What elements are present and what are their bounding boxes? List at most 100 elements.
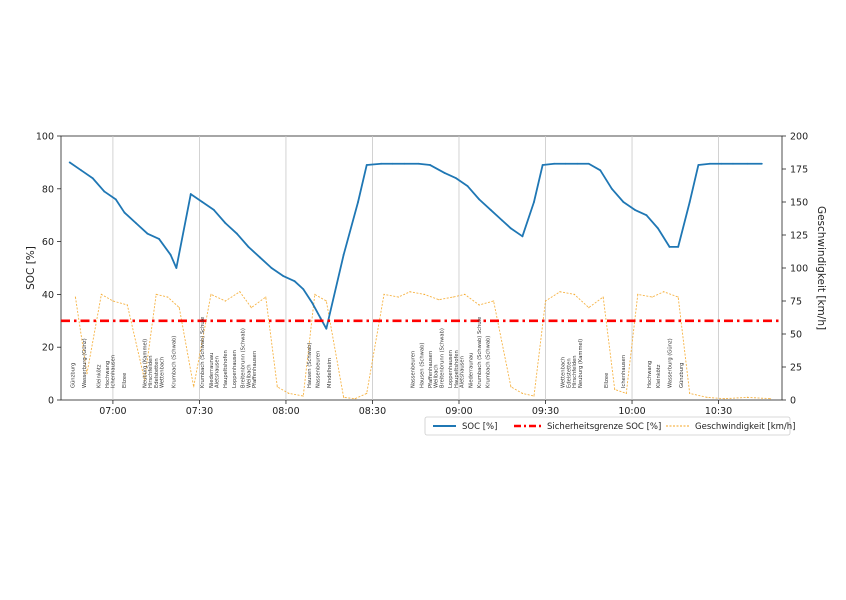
speed-point bbox=[452, 296, 454, 298]
stop-label: Wasserburg (Günz) bbox=[82, 338, 88, 388]
soc-point bbox=[501, 219, 504, 222]
stop-label: Aletshausen bbox=[460, 356, 466, 388]
speed-point bbox=[602, 296, 604, 298]
y-tick-label-left: 20 bbox=[42, 343, 54, 354]
speed-point bbox=[769, 398, 772, 400]
y-tick-label-left: 60 bbox=[42, 237, 54, 248]
x-tick-label: 07:00 bbox=[99, 406, 126, 417]
soc-point bbox=[489, 209, 492, 211]
soc-point bbox=[668, 245, 671, 248]
y-tick-label-right: 0 bbox=[790, 396, 796, 407]
y-tick-label-right: 25 bbox=[790, 363, 802, 374]
stop-label: Hochwang bbox=[647, 361, 653, 388]
stop-label: Ichenhausen bbox=[111, 355, 117, 388]
stop-label: Krumbach (Schwab) bbox=[486, 336, 492, 388]
speed-point bbox=[438, 299, 440, 301]
x-tick-label: 09:30 bbox=[532, 406, 559, 417]
stop-labels: Günzburg Wasserburg (Günz) Kleinkötz Hochwa… bbox=[70, 317, 685, 388]
stop-label: Breitenbrunn (Schwab) bbox=[439, 328, 445, 388]
stop-label: Günzburg bbox=[679, 363, 685, 388]
x-tick-label: 10:00 bbox=[618, 406, 645, 417]
soc-point bbox=[68, 161, 71, 164]
soc-point bbox=[135, 222, 137, 225]
speed-point bbox=[677, 296, 679, 298]
speed-point bbox=[521, 392, 524, 394]
x-tick-label: 10:30 bbox=[705, 406, 732, 417]
speed-point bbox=[397, 296, 400, 298]
soc-point bbox=[622, 201, 625, 203]
speed-point bbox=[510, 386, 512, 388]
y-tick-label-left: 40 bbox=[42, 290, 54, 301]
y-tick-label-right: 50 bbox=[790, 330, 802, 341]
stop-label: Ichenhausen bbox=[621, 355, 627, 388]
speed-point bbox=[723, 398, 725, 400]
speed-point bbox=[325, 300, 327, 302]
stop-label: Nassenbeuren bbox=[411, 351, 417, 388]
soc-point bbox=[365, 164, 368, 166]
speed-point bbox=[533, 395, 535, 397]
soc-point bbox=[91, 177, 94, 180]
soc-point bbox=[80, 169, 83, 172]
speed-point bbox=[276, 386, 278, 388]
speed-point bbox=[343, 396, 345, 398]
speed-point bbox=[74, 296, 77, 298]
y-tick-label-left: 0 bbox=[48, 396, 54, 407]
speed-point bbox=[544, 300, 547, 302]
speed-point bbox=[112, 300, 114, 302]
stop-label: Haupeltshofen bbox=[454, 350, 460, 388]
stop-label: Edelstetten bbox=[154, 358, 160, 388]
soc-point bbox=[599, 169, 602, 172]
speed-point bbox=[224, 300, 226, 302]
soc-point bbox=[319, 317, 322, 320]
speed-point bbox=[383, 293, 385, 295]
stop-label: Wettenbach bbox=[160, 357, 166, 388]
stop-label: Hausen (Schwab) bbox=[307, 343, 313, 388]
stop-label: Weilbach bbox=[246, 364, 252, 388]
soc-point bbox=[146, 232, 149, 235]
x-tick-label: 08:00 bbox=[272, 406, 299, 417]
soc-point bbox=[175, 267, 178, 269]
stop-label: Krumbach (Schwab) bbox=[171, 336, 177, 388]
y-tick-label-left: 100 bbox=[36, 132, 54, 143]
stop-label: Krumbach (Schwab) Schule bbox=[477, 317, 483, 388]
speed-point bbox=[144, 379, 146, 381]
stop-label: Breitenbrunn (Schwab) bbox=[240, 328, 246, 388]
soc-point bbox=[688, 201, 691, 203]
soc-point bbox=[541, 164, 544, 166]
soc-point bbox=[302, 288, 305, 291]
soc-point bbox=[732, 162, 734, 165]
soc-point bbox=[521, 235, 524, 238]
soc-point bbox=[282, 275, 284, 277]
speed-point bbox=[614, 388, 616, 391]
stop-label: Weilbach bbox=[434, 364, 440, 388]
soc-point bbox=[645, 214, 648, 217]
soc-point bbox=[236, 232, 238, 235]
soc-point bbox=[576, 162, 579, 165]
speed-point bbox=[493, 300, 495, 302]
soc-point bbox=[293, 280, 296, 283]
speed-point bbox=[663, 291, 665, 293]
speed-point bbox=[239, 291, 241, 293]
speed-point bbox=[366, 392, 368, 394]
legend-box bbox=[424, 416, 791, 436]
y-tick-label-left: 80 bbox=[42, 184, 54, 195]
speed-point bbox=[126, 304, 128, 306]
y-tick-label-right: 175 bbox=[790, 165, 808, 176]
y-tick-label-right: 100 bbox=[790, 264, 808, 275]
soc-point bbox=[391, 162, 394, 165]
x-tick-label: 08:30 bbox=[359, 406, 386, 417]
speed-point bbox=[651, 296, 653, 298]
soc-point bbox=[259, 256, 261, 259]
soc-point bbox=[533, 201, 535, 203]
stop-label: Loppenhausen bbox=[448, 350, 454, 388]
soc-point bbox=[123, 211, 126, 214]
y-axis-label-left: SOC [%] bbox=[25, 246, 37, 290]
speed-point bbox=[625, 392, 627, 394]
y-tick-label-right: 150 bbox=[790, 198, 808, 209]
speed-point bbox=[155, 293, 157, 295]
legend-label-soc: SOC [%] bbox=[462, 422, 497, 432]
speed-point bbox=[559, 291, 561, 293]
soc-point bbox=[746, 162, 749, 165]
speed-point bbox=[302, 395, 304, 397]
